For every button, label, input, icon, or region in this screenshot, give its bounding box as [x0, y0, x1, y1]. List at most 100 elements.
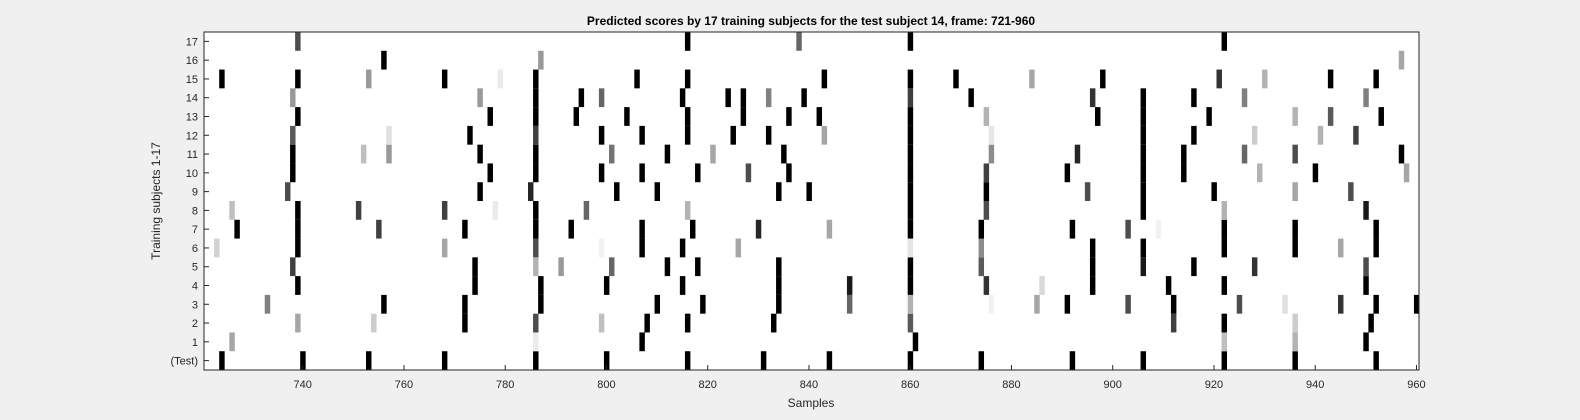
heat-cell	[907, 238, 914, 258]
y-tick-label: 14	[186, 93, 198, 105]
heat-cell	[1236, 294, 1243, 314]
heat-cell	[598, 238, 605, 258]
heat-cell	[907, 257, 914, 277]
heat-cell	[639, 219, 645, 239]
heat-cell	[1089, 257, 1096, 277]
heat-cell	[285, 182, 291, 201]
heat-cell	[907, 163, 914, 183]
heat-cell	[983, 276, 990, 295]
heat-cell	[968, 88, 974, 108]
heat-cell	[1221, 332, 1228, 352]
y-tick-label: 3	[192, 299, 198, 311]
heat-cell	[679, 238, 686, 258]
heat-cell	[1216, 69, 1222, 89]
heat-cell	[538, 276, 544, 295]
heat-cell	[386, 144, 392, 164]
heat-cell	[1034, 294, 1040, 314]
heat-cell	[300, 351, 306, 370]
heat-cell	[684, 32, 691, 51]
heat-cell	[533, 351, 539, 370]
heat-cell	[907, 219, 914, 239]
heat-cell	[360, 144, 367, 164]
heat-cell	[1292, 107, 1298, 126]
heat-cell	[533, 238, 539, 258]
heat-cell	[598, 163, 605, 183]
heat-cell	[907, 201, 914, 220]
heat-cell	[634, 69, 640, 89]
heat-cell	[907, 182, 914, 201]
heat-cell	[1292, 351, 1298, 370]
heat-cell	[907, 144, 914, 164]
x-tick-label: 820	[699, 379, 717, 391]
heat-cell	[776, 276, 782, 295]
heat-cell	[472, 276, 478, 295]
heat-cell	[477, 182, 483, 201]
heat-cell	[533, 163, 539, 183]
y-tick-label: 1	[192, 337, 198, 349]
heat-cell	[1363, 332, 1369, 352]
heat-cell	[679, 88, 686, 108]
heat-cell	[462, 294, 468, 314]
heat-cell	[598, 313, 605, 333]
heat-cell	[295, 201, 301, 220]
heat-cell	[760, 351, 767, 370]
heat-cell	[533, 257, 539, 277]
heat-cell	[846, 294, 853, 314]
heat-cell	[609, 144, 615, 164]
heat-cell	[907, 125, 914, 145]
heat-cell	[1338, 238, 1344, 258]
heat-cell	[806, 182, 812, 201]
heat-cell	[1292, 219, 1298, 239]
y-tick-label: 4	[192, 281, 198, 293]
heat-cell	[1363, 257, 1369, 277]
heat-cell	[1368, 313, 1374, 333]
heat-cell	[558, 257, 564, 277]
y-tick-label: (Test)	[171, 356, 199, 368]
heat-cell	[219, 351, 225, 370]
heat-cell	[826, 351, 833, 370]
heat-cell	[614, 182, 620, 201]
heat-cell	[609, 257, 615, 277]
heat-cell	[1327, 69, 1334, 89]
heat-cell	[907, 313, 914, 333]
heat-cell	[1064, 294, 1071, 314]
heat-cell	[776, 182, 782, 201]
heat-cell	[533, 107, 539, 126]
y-tick-label: 10	[186, 168, 198, 180]
heat-cell	[467, 125, 473, 145]
heat-cell	[533, 219, 539, 239]
heat-cell	[1069, 351, 1076, 370]
heat-cell	[684, 107, 691, 126]
heat-cell	[988, 125, 995, 145]
heat-cell	[1241, 88, 1248, 108]
heat-cell	[1221, 351, 1228, 370]
y-axis-label: Training subjects 1-17	[149, 142, 163, 260]
heat-cell	[1257, 163, 1263, 183]
heat-cell	[1191, 257, 1197, 277]
heat-cell	[978, 238, 985, 258]
heat-cell	[355, 201, 362, 220]
x-tick-label: 920	[1205, 379, 1223, 391]
heat-cell	[1165, 276, 1172, 295]
heat-cell	[441, 351, 448, 370]
heat-cell	[1338, 294, 1344, 314]
heat-cell	[1398, 144, 1405, 164]
heat-cell	[295, 107, 301, 126]
heat-cell	[1373, 351, 1379, 370]
heat-cell	[1348, 182, 1354, 201]
heat-cell	[1140, 182, 1147, 201]
heat-cell	[907, 88, 914, 108]
heat-cell	[538, 294, 544, 314]
heat-cell	[1403, 163, 1410, 183]
heat-cell	[755, 219, 762, 239]
heat-cell	[988, 144, 995, 164]
heat-cell	[907, 294, 914, 314]
heat-cell	[1089, 276, 1096, 295]
heat-cell	[219, 69, 225, 89]
heat-cell	[1221, 313, 1228, 333]
heat-cell	[1140, 238, 1147, 258]
heat-cell	[639, 238, 645, 258]
heat-cell	[639, 125, 645, 145]
heat-cell	[1221, 238, 1228, 258]
heat-cell	[1191, 88, 1197, 108]
